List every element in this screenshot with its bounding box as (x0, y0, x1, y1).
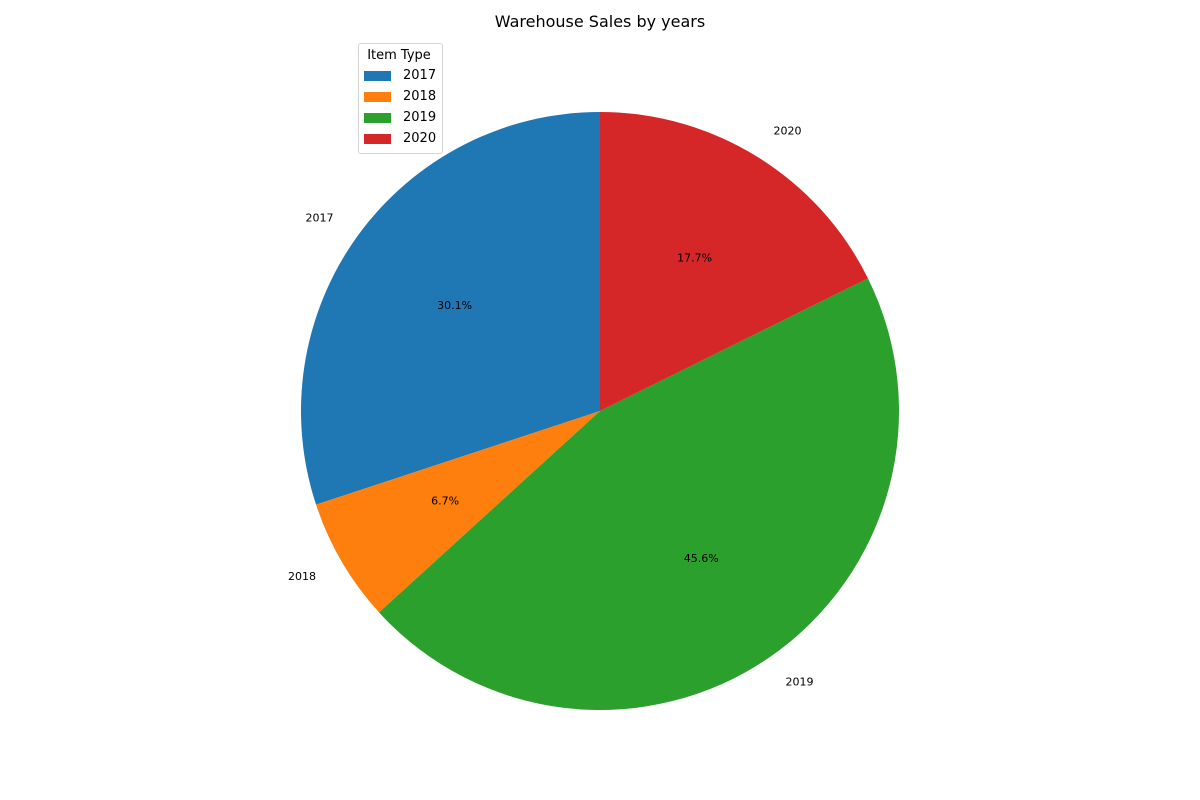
slice-label-2018: 2018 (288, 570, 316, 583)
legend-entry-2020: 2020 (364, 128, 437, 149)
legend-swatch (364, 70, 391, 81)
pie-slice-2020 (600, 111, 868, 411)
slice-percent-2019: 45.6% (684, 552, 719, 565)
legend: Item Type 2017 2018 2019 2020 (358, 43, 443, 154)
slice-label-2017: 2017 (305, 211, 333, 224)
legend-swatch (364, 133, 391, 144)
legend-entry-2018: 2018 (364, 86, 437, 107)
slice-label-2020: 2020 (773, 125, 801, 138)
pie-slice-2019 (379, 278, 900, 711)
legend-swatch (364, 112, 391, 123)
slice-percent-2018: 6.7% (431, 495, 459, 508)
slice-percent-2017: 30.1% (437, 299, 472, 312)
legend-items: 2017 2018 2019 2020 (364, 65, 437, 149)
slice-percent-2020: 17.7% (677, 252, 712, 265)
legend-entry-2019: 2019 (364, 107, 437, 128)
legend-entry-2017: 2017 (364, 65, 437, 86)
legend-label: 2017 (403, 68, 437, 83)
pie-slice-2018 (316, 411, 600, 613)
legend-label: 2020 (403, 131, 437, 146)
legend-title: Item Type (367, 48, 431, 63)
chart-title: Warehouse Sales by years (494, 12, 706, 31)
pie-slice-2017 (300, 112, 600, 505)
legend-label: 2019 (403, 110, 437, 125)
legend-label: 2018 (403, 89, 437, 104)
legend-swatch (364, 91, 391, 102)
slice-label-2019: 2019 (786, 676, 814, 689)
